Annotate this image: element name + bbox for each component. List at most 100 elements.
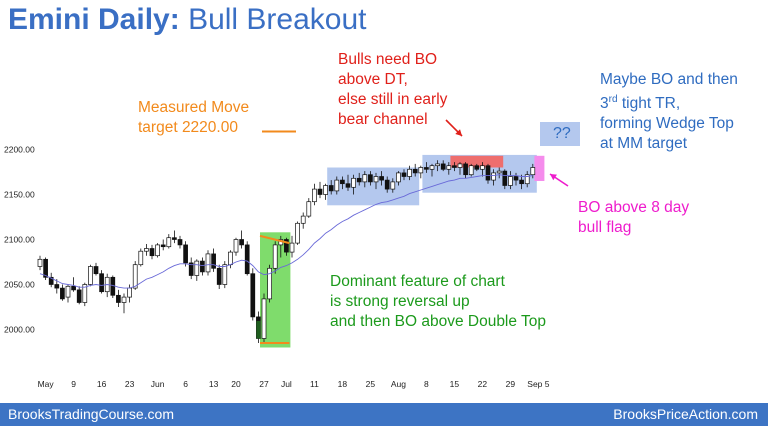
candle-body — [194, 260, 200, 276]
candle — [88, 264, 93, 287]
footer-left-link[interactable]: BrooksTradingCourse.com — [8, 406, 174, 422]
maybe-bo-line-4: at MM target — [600, 135, 687, 153]
candle-body — [513, 176, 519, 181]
candle-body — [435, 163, 440, 167]
candle — [295, 221, 300, 245]
candle-body — [200, 260, 205, 273]
candle-body — [351, 177, 356, 188]
candle-body — [474, 165, 480, 170]
candle-body — [239, 239, 244, 246]
candle-body — [440, 163, 446, 170]
x-tick-label: 25 — [366, 379, 376, 389]
candle-body — [284, 239, 289, 253]
candle-body — [138, 250, 144, 266]
candle-body — [121, 296, 127, 303]
x-tick-label: 22 — [478, 379, 488, 389]
candle — [368, 171, 373, 186]
candle — [289, 235, 295, 258]
candle — [138, 248, 144, 267]
candle — [508, 171, 513, 190]
candle-body — [530, 167, 536, 176]
x-tick-label: Jun — [151, 379, 165, 389]
candle — [317, 181, 323, 199]
maybe-bo-line-2: 3rd tight TR, — [600, 94, 681, 113]
candle — [160, 239, 166, 251]
candle-body — [54, 284, 60, 289]
candle — [155, 243, 160, 258]
red-arrow-head — [455, 129, 462, 136]
candle — [334, 176, 340, 195]
candlestick-chart: 2000.00 2050.00 2100.00 2150.00 2200.00 May 9… — [4, 119, 580, 389]
candle — [121, 293, 127, 314]
candle-body — [334, 179, 340, 192]
candle-body — [267, 267, 272, 300]
candle — [463, 162, 468, 179]
footer-bar: BrooksTradingCourse.com BrooksPriceActio… — [0, 403, 768, 426]
candle-body — [205, 253, 211, 273]
candle-body — [379, 176, 384, 181]
candle-body — [412, 168, 418, 174]
x-tick-label: May — [38, 379, 55, 389]
candle-body — [60, 287, 65, 300]
candle-body — [317, 188, 323, 195]
candle-body — [228, 251, 233, 266]
maybe-bo-line-3: forming Wedge Top — [600, 115, 734, 133]
candle — [457, 162, 463, 175]
candle — [54, 279, 60, 294]
candle — [104, 273, 110, 298]
candle — [211, 248, 216, 272]
candle-body — [289, 242, 295, 253]
candle-body — [76, 289, 82, 303]
candle — [37, 255, 43, 271]
x-tick-label: 16 — [97, 379, 107, 389]
candle — [110, 275, 116, 298]
bulls-need-line-3: else still in early — [338, 91, 448, 108]
candle — [244, 241, 250, 276]
candle — [188, 257, 194, 280]
candle — [418, 165, 424, 179]
candle-body — [250, 273, 256, 318]
x-tick-label: 9 — [71, 379, 76, 389]
page-title: Emini Daily: Bull Breakout — [8, 2, 367, 38]
candle — [250, 268, 256, 321]
candle — [144, 244, 149, 256]
x-tick-label: 23 — [125, 379, 135, 389]
candle-body — [43, 258, 48, 278]
candle — [272, 241, 278, 274]
candle-body — [356, 177, 362, 183]
candle — [519, 174, 524, 190]
candle — [468, 163, 474, 177]
bulls-need-line-1: Bulls need BO — [338, 51, 438, 68]
y-tick-label: 2000.00 — [4, 325, 35, 335]
x-tick-label: 29 — [506, 379, 516, 389]
y-tick-label: 2200.00 — [4, 145, 35, 155]
candle-body — [65, 285, 71, 298]
candle — [429, 163, 435, 177]
candle-body — [306, 201, 312, 217]
candle-body — [480, 165, 485, 170]
candle — [183, 241, 188, 267]
candle — [132, 261, 138, 290]
candle-body — [524, 174, 530, 185]
candle-body — [233, 239, 239, 253]
candle — [149, 244, 155, 260]
candle-body — [93, 266, 99, 275]
candle-body — [407, 168, 412, 177]
candle-body — [82, 284, 88, 303]
candle — [362, 171, 368, 188]
candle-body — [384, 179, 390, 190]
dominant-line-1: Dominant feature of chart — [330, 273, 505, 290]
candle — [300, 212, 306, 229]
bulls-need-annotation: Bulls need BO above DT, else still in ea… — [338, 50, 447, 130]
x-tick-label: 27 — [259, 379, 269, 389]
candle-body — [418, 167, 424, 174]
question-marks: ?? — [553, 125, 571, 142]
candle-body — [368, 174, 373, 183]
candle — [396, 171, 401, 186]
question-box — [540, 122, 580, 146]
footer-right-link[interactable]: BrooksPriceAction.com — [613, 406, 758, 422]
candle-body — [188, 262, 194, 276]
candle — [306, 198, 312, 218]
y-tick-label: 2150.00 — [4, 190, 35, 200]
candle-body — [127, 287, 132, 298]
